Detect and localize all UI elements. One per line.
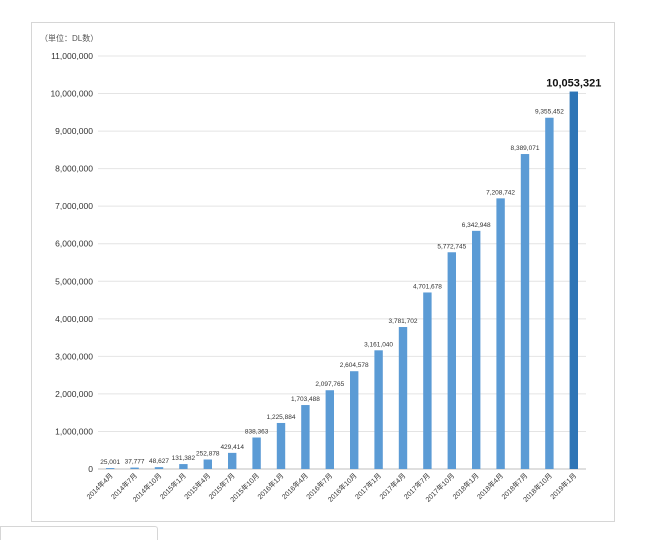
bar [325,390,334,469]
data-label: 252,878 [196,451,220,458]
gridlines [98,55,586,470]
bar [179,464,188,469]
bar [374,350,383,469]
x-tick-label: 2019年1月 [548,471,578,501]
y-tick-label: 2,000,000 [55,389,93,399]
data-label: 131,382 [172,455,196,462]
bar [520,154,530,470]
data-label: 838,363 [245,429,269,436]
y-tick-label: 6,000,000 [55,239,93,249]
bar [545,117,554,469]
data-label: 5,772,745 [437,243,466,250]
bar [423,292,432,469]
y-tick-label: 4,000,000 [55,314,93,324]
data-label: 9,355,452 [535,109,564,116]
bar [276,422,286,469]
bar [447,252,456,469]
bar [569,91,578,470]
bars [106,91,578,470]
bar [252,437,261,469]
bottom-panel-tab [0,526,158,540]
y-tick-label: 8,000,000 [55,164,93,174]
y-tick-label: 10,000,000 [50,89,93,99]
bar [472,230,481,469]
data-label: 3,161,040 [364,341,393,348]
data-label: 2,097,765 [315,381,344,388]
bar [106,468,115,469]
bar [203,459,212,469]
data-label: 6,342,948 [462,222,491,229]
bar [398,327,408,469]
data-label: 429,414 [220,444,244,451]
data-label: 25,001 [100,459,120,466]
bar [228,452,237,469]
data-label: 8,389,071 [511,145,540,152]
data-label: 3,781,702 [389,318,418,325]
y-tick-label: 5,000,000 [55,276,93,286]
y-tick-label: 1,000,000 [55,426,93,436]
data-label: 37,777 [125,459,145,466]
data-label: 1,703,488 [291,396,320,403]
unit-label: （単位：DL数） [40,33,98,43]
y-tick-label: 7,000,000 [55,201,93,211]
y-axis-ticks: 0 1,000,000 2,000,000 3,000,000 4,000,000 5,0… [50,51,93,474]
data-label: 4,701,678 [413,283,442,290]
data-label: 2,604,578 [340,362,369,369]
data-label: 1,225,884 [267,414,296,421]
data-label: 48,627 [149,458,169,465]
data-label: 10,053,321 [546,78,601,90]
bar [301,405,310,469]
bar [130,467,139,469]
y-tick-label: 11,000,000 [51,51,93,61]
data-label: 7,208,742 [486,189,515,196]
y-tick-label: 3,000,000 [55,351,93,361]
y-tick-label: 9,000,000 [55,126,93,136]
bar [496,198,505,470]
chart-frame [31,22,615,522]
bar [154,467,164,469]
x-axis-ticks: 2014年4月2014年7月2014年10月2015年1月2015年4月2015… [85,471,579,504]
y-tick-label: 0 [88,464,93,474]
bar [350,371,359,469]
